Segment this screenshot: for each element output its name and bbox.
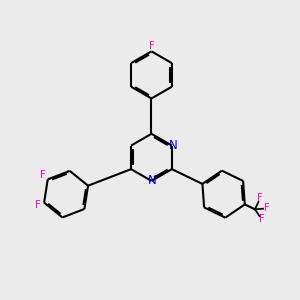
Text: N: N [169,139,177,152]
Text: F: F [40,170,46,180]
Text: F: F [264,203,270,213]
Text: F: F [257,194,263,203]
Text: F: F [259,214,265,224]
Text: N: N [148,174,157,188]
Text: F: F [35,200,41,210]
Text: F: F [148,41,154,51]
